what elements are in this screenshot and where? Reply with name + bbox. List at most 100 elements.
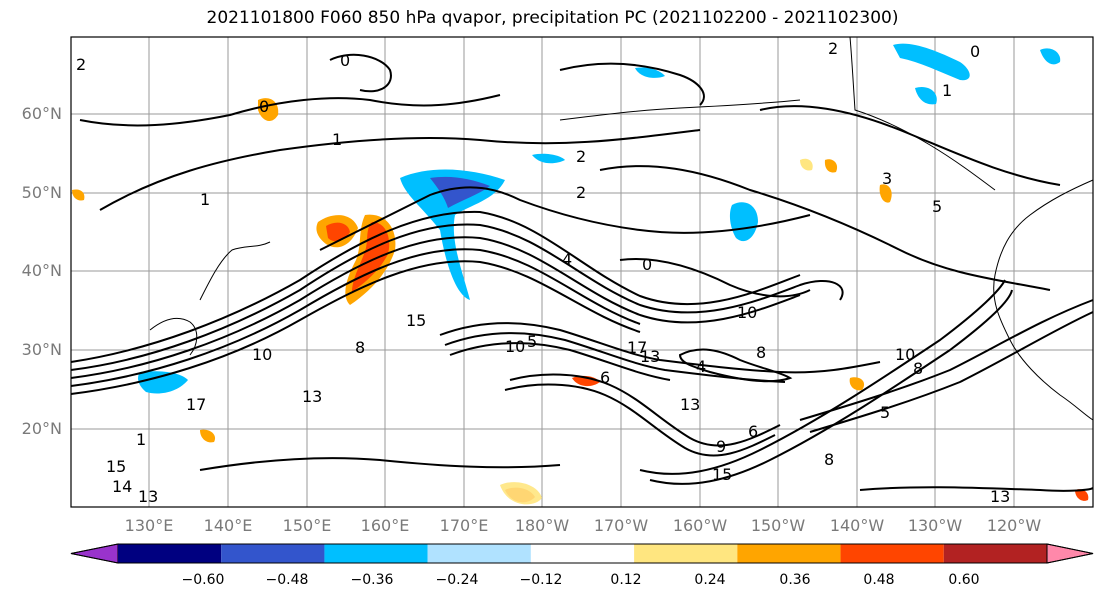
contour-line <box>509 373 781 447</box>
contour-label: 15 <box>712 465 732 484</box>
contour-line <box>599 165 1051 291</box>
lon-label: 140°W <box>829 516 885 535</box>
colorbar-segment <box>840 544 944 563</box>
lat-label: 30°N <box>21 340 62 359</box>
colorbar-tick-label: −0.60 <box>181 572 225 588</box>
contour-line <box>70 223 844 371</box>
contour-line <box>809 311 1094 433</box>
contour-line <box>639 279 1006 475</box>
colorbar-segment <box>427 544 531 563</box>
colorbar-extend-low <box>70 543 119 564</box>
lon-label: 160°E <box>360 516 410 535</box>
contour-label: 4 <box>562 250 572 269</box>
shade-blue <box>893 43 970 81</box>
contour-label: 10 <box>505 337 525 356</box>
colorbar-outline <box>70 543 1094 564</box>
contour-line <box>444 332 786 383</box>
lon-label: 170°E <box>439 516 489 535</box>
contour-label: 2 <box>576 147 586 166</box>
shade-orange <box>200 429 216 443</box>
precip-shading <box>72 43 1089 505</box>
lon-label: 130°E <box>124 516 174 535</box>
shade-blue <box>915 86 937 105</box>
contour-label: 1 <box>942 81 952 100</box>
contour-label: 5 <box>932 197 942 216</box>
contour-line <box>70 260 641 395</box>
contour-line <box>678 348 793 383</box>
shade-blue <box>729 202 758 242</box>
lon-label: 140°E <box>203 516 253 535</box>
shade-red <box>352 222 390 292</box>
colorbar-tick-label: −0.36 <box>350 572 394 588</box>
shade-yellow <box>500 482 542 505</box>
coastline <box>559 99 801 121</box>
colorbar-segment <box>530 544 635 563</box>
lat-label: 20°N <box>21 419 62 438</box>
map-background <box>71 37 1093 507</box>
contour-label: 4 <box>696 357 706 376</box>
map-title: 2021101800 F060 850 hPa qvapor, precipit… <box>206 8 899 28</box>
coastlines <box>149 36 1094 421</box>
colorbar-tick-label: 0.36 <box>779 572 811 588</box>
contour-line <box>619 258 811 298</box>
contour-line <box>79 94 501 127</box>
colorbar-segment <box>737 544 841 563</box>
coastline <box>199 241 271 301</box>
contour-label: 5 <box>880 403 890 422</box>
contour-label: 17 <box>186 395 206 414</box>
shade-yellow <box>800 158 813 171</box>
contour-label: 8 <box>756 343 766 362</box>
contour-line <box>99 129 701 211</box>
contour-label: 6 <box>600 368 610 387</box>
contour-label: 8 <box>913 359 923 378</box>
contour-line <box>799 299 1094 421</box>
contour-labels: 0 1 2 2 1 3 0 1 0 2 2 4 5 0 10 10 17 13 … <box>76 39 1010 506</box>
contour-line <box>70 236 801 379</box>
contour-label: 1 <box>332 130 342 149</box>
contour-line <box>70 248 641 387</box>
contour-label: 15 <box>406 311 426 330</box>
contour-label: 15 <box>106 457 126 476</box>
contour-line <box>329 53 392 93</box>
colorbar-tick-label: −0.48 <box>265 572 309 588</box>
contour-label: 1 <box>136 430 146 449</box>
colorbar-segment <box>943 544 1047 563</box>
contour-label: 0 <box>340 51 350 70</box>
contour-label: 2 <box>576 183 586 202</box>
colorbar-segment <box>118 544 222 563</box>
colorbar-tick-label: −0.24 <box>435 572 479 588</box>
colorbar-tick-label: 0.48 <box>863 572 895 588</box>
contour-label: 9 <box>716 437 726 456</box>
contour-label: 10 <box>737 303 757 322</box>
colorbar-segment <box>634 544 738 563</box>
colorbar-segment <box>221 544 325 563</box>
lon-label: 180°W <box>514 516 570 535</box>
lon-label: 150°E <box>282 516 332 535</box>
contour-line <box>559 62 705 106</box>
contour-label: 10 <box>252 345 272 364</box>
colorbar-tick-label: −0.12 <box>519 572 563 588</box>
shade-blue <box>138 371 188 394</box>
colorbar <box>70 543 1094 564</box>
contour-label: 13 <box>640 347 660 366</box>
contour-label: 14 <box>112 477 132 496</box>
contour-line <box>199 457 561 471</box>
shade-orange <box>879 184 892 203</box>
contour-label: 0 <box>259 97 269 116</box>
contour-label: 2 <box>76 55 86 74</box>
shade-yellow <box>824 159 838 173</box>
shade-blue <box>400 169 505 300</box>
contour-line <box>70 210 801 363</box>
lon-label: 150°W <box>750 516 806 535</box>
contour-label: 13 <box>302 387 322 406</box>
lat-label: 50°N <box>21 183 62 202</box>
contour-label: 1 <box>200 190 210 209</box>
shade-orange <box>72 189 85 201</box>
shade-orange <box>1075 489 1089 501</box>
contour-label: 8 <box>824 450 834 469</box>
colorbar-segment <box>324 544 428 563</box>
contour-label: 8 <box>355 338 365 357</box>
colorbar-tick-label: 0.60 <box>948 572 980 588</box>
qvapor-contours <box>70 53 1094 492</box>
